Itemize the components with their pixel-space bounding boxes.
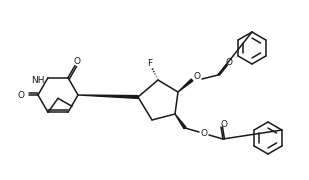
Text: O: O [17,91,24,100]
Text: NH: NH [32,76,45,85]
Text: O: O [74,57,81,66]
Text: O: O [221,120,227,129]
Text: O: O [193,71,201,80]
Text: O: O [201,129,208,138]
Text: O: O [226,57,232,66]
Text: F: F [147,58,153,68]
Polygon shape [78,95,138,98]
Polygon shape [178,79,193,92]
Polygon shape [175,114,186,129]
